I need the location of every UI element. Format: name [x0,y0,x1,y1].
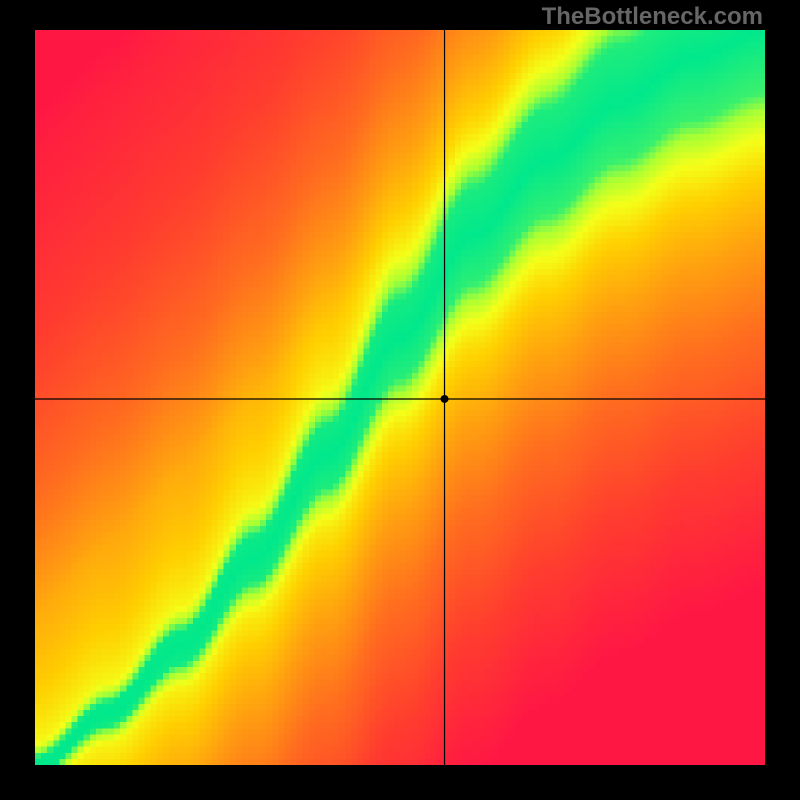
chart-container: TheBottleneck.com [0,0,800,800]
watermark-text: TheBottleneck.com [542,3,763,31]
bottleneck-heatmap [35,30,765,765]
